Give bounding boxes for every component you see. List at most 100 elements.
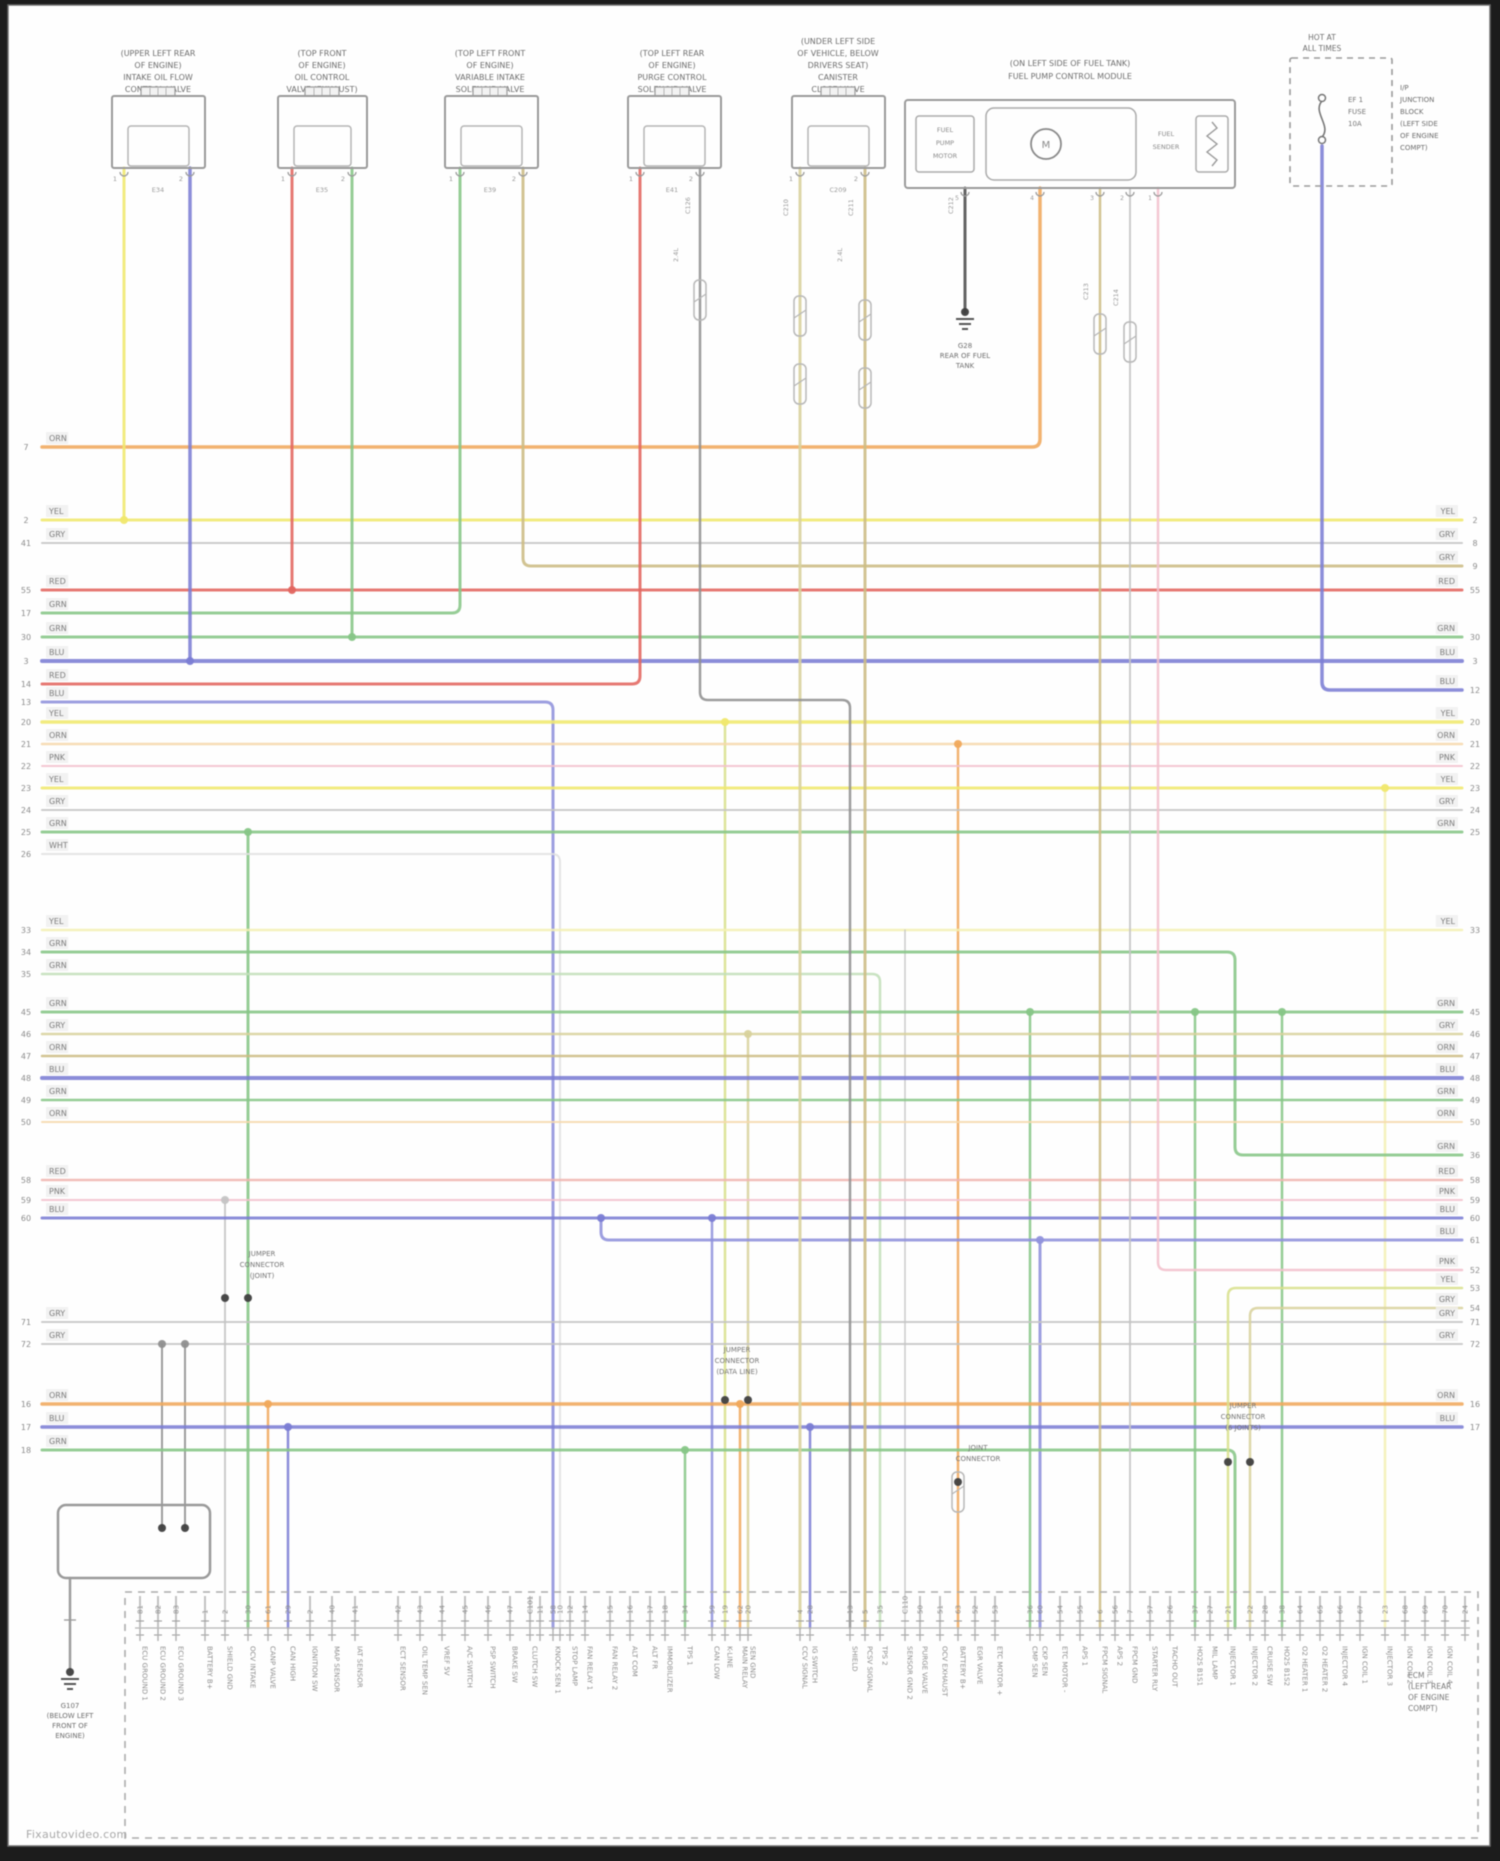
- pin-tick: [1035, 191, 1045, 197]
- ecm-pin-name: VREF 5V: [443, 1646, 451, 1676]
- junction-dot: [158, 1340, 166, 1348]
- ecm-pin-name: FPCM SIGNAL: [1101, 1646, 1109, 1693]
- ecm-pin-name: EGR VALVE: [976, 1646, 984, 1684]
- ecm-pin-number: 27: [1207, 1605, 1215, 1614]
- edge-pin-number: 49: [21, 1096, 31, 1105]
- ecm-pin-name: ETC MOTOR +: [996, 1646, 1004, 1696]
- pin-tick: [455, 171, 465, 177]
- ecm-pin-number: 21: [1225, 1605, 1233, 1614]
- wire: [1320, 144, 1464, 692]
- edge-pin-number: 21: [21, 740, 31, 749]
- jumper-label: JUMPER: [723, 1346, 751, 1354]
- junction-dot: [961, 308, 969, 316]
- ecm-pin-name: SHIELD GND: [226, 1646, 234, 1690]
- wire-color-label: YEL: [48, 775, 64, 784]
- wire-label-bg: [46, 622, 69, 634]
- ecm-pin-name: CRUISE SW: [1266, 1646, 1274, 1685]
- pin-number: 2: [512, 175, 516, 183]
- ecm-pin-name: IMMOBILIZER: [666, 1646, 674, 1693]
- side-connector-code: 2.4L: [672, 248, 680, 262]
- wire-color-label: GRN: [49, 819, 67, 828]
- wire-label-bg: [1435, 622, 1458, 634]
- ecm-pin-number: 66: [1337, 1605, 1345, 1614]
- wire-color-label: ORN: [49, 1391, 67, 1400]
- edge-pin-number: 30: [21, 633, 31, 642]
- pin-tick: [960, 191, 970, 197]
- ecm-pin-number: 43: [417, 1605, 425, 1614]
- wire-label-bg: [46, 707, 69, 719]
- ecm-pin-number: 41: [352, 1605, 360, 1614]
- ecm-pin-number: 28: [807, 1605, 815, 1614]
- pin-number: 2: [854, 175, 858, 183]
- wire-label-bg: [1435, 1273, 1458, 1285]
- wire-color-label: GRN: [1437, 1087, 1455, 1096]
- wire-color-label: GRY: [1439, 797, 1455, 806]
- edge-pin-number: 41: [21, 539, 31, 548]
- wire-label-bg: [46, 575, 69, 587]
- wire-color-label: GRN: [49, 961, 67, 970]
- ecm-pin-name: FPCM GND: [1131, 1646, 1139, 1683]
- edge-pin-number: 52: [1470, 1266, 1480, 1275]
- wire-color-label: BLU: [49, 689, 65, 698]
- edge-pin-number: 53: [1470, 1284, 1480, 1293]
- wire-label-bg: [1435, 1329, 1458, 1341]
- edge-pin-number: 3: [1472, 657, 1477, 666]
- ecm-pin-name: ECU GROUND 1: [141, 1646, 149, 1701]
- wire-color-label: GRN: [1437, 819, 1455, 828]
- edge-pin-number: 72: [1470, 1340, 1480, 1349]
- wire: [40, 186, 1042, 449]
- ecm-pin-name: STOP LAMP: [571, 1646, 579, 1686]
- edge-pin-number: 61: [1470, 1236, 1480, 1245]
- ground-label: (BELOW LEFT: [47, 1712, 94, 1720]
- ecm-pin-number: 16: [627, 1605, 635, 1614]
- junction-dot: [1246, 1458, 1254, 1466]
- pin-number: 1: [629, 175, 633, 183]
- junction-dot: [1278, 1008, 1286, 1016]
- wire-color-label: ORN: [1437, 1109, 1455, 1118]
- junction-dot: [1381, 784, 1389, 792]
- connector-cavity: [807, 125, 870, 167]
- ecm-pin-name: OIL TEMP SEN: [421, 1646, 429, 1695]
- edge-pin-number: 20: [1470, 718, 1480, 727]
- ecm-pin-number: 63: [955, 1605, 963, 1614]
- connector-code: E39: [484, 186, 496, 194]
- ecm-pin-number: 11: [537, 1605, 545, 1614]
- edge-pin-number: 24: [21, 806, 31, 815]
- wire-label-bg: [1435, 1389, 1458, 1401]
- component-label: OF ENGINE): [134, 61, 181, 70]
- ecm-pin-name: INJECTOR 3: [1386, 1646, 1394, 1686]
- pin-number: 1: [281, 175, 285, 183]
- wire-color-label: GRN: [49, 624, 67, 633]
- wire-label-bg: [1435, 646, 1458, 658]
- wire-color-label: YEL: [48, 917, 64, 926]
- wire-color-label: ORN: [1437, 1043, 1455, 1052]
- connector-cavity: [127, 125, 190, 167]
- ecm-pin-name: INJECTOR 2: [1251, 1646, 1259, 1686]
- edge-pin-number: 16: [21, 1400, 31, 1409]
- connector-cavity: [293, 125, 352, 167]
- wire-label-bg: [46, 937, 69, 949]
- ecm-pin-number: 36: [1027, 1605, 1035, 1614]
- wire-label-bg: [1435, 1041, 1458, 1053]
- junction-dot: [244, 1294, 252, 1302]
- ecm-pin-name: SENSOR GND 2: [906, 1646, 914, 1700]
- wire-color-label: BLU: [1440, 1227, 1456, 1236]
- wire-label-bg: [46, 773, 69, 785]
- inline-connector-notch: [793, 377, 807, 387]
- edge-pin-number: 23: [1470, 784, 1480, 793]
- junction-dot: [120, 516, 128, 524]
- ecm-pin-name: FAN RELAY 2: [611, 1646, 619, 1690]
- ecm-pin-number: 55: [1077, 1605, 1085, 1614]
- ecm-pin-number: 10: [557, 1605, 565, 1614]
- side-connector-code: C212: [947, 197, 955, 214]
- edge-pin-number: 35: [21, 970, 31, 979]
- junction-dot: [721, 718, 729, 726]
- ecm-pin-name: CANP VALVE: [269, 1646, 277, 1689]
- wire-color-label: GRY: [49, 1309, 65, 1318]
- wire-color-label: PNK: [49, 1187, 66, 1196]
- ecm-pin-name: O2 HEATER 1: [1301, 1646, 1309, 1692]
- wire-label-bg: [1435, 915, 1458, 927]
- inline-connector: [793, 295, 807, 337]
- edge-pin-number: 3: [23, 657, 28, 666]
